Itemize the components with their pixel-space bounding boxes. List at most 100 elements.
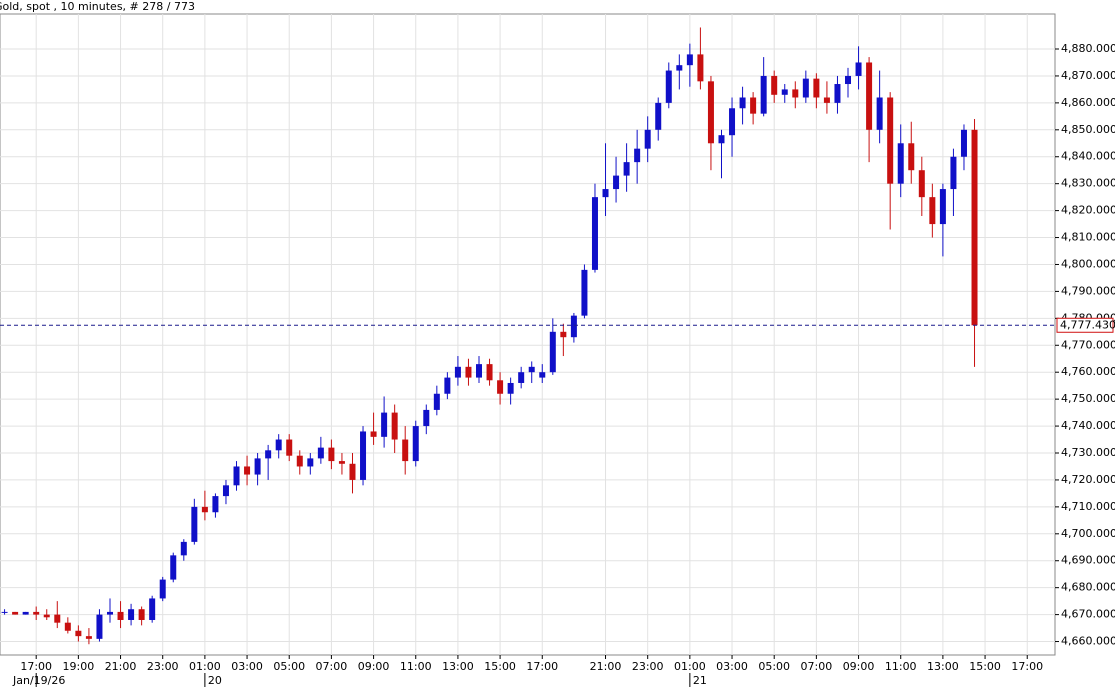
y-tick-label: 4,820.000 [1061,204,1115,217]
x-tick-label: 23:00 [632,660,664,673]
candle-body [412,426,419,462]
candle-body [402,439,409,462]
candle-body [507,382,514,394]
candle-body [265,450,272,459]
candle-body [180,541,187,556]
candle-body [950,156,957,190]
y-tick-label: 4,690.000 [1061,554,1115,567]
candle-body [918,170,925,198]
candle-body [834,84,841,103]
day-label: Jan/19/26 [12,674,65,687]
current-price-label: 4,777.430 [1060,318,1115,331]
x-tick-label: 03:00 [231,660,263,673]
candle-body [686,54,693,66]
y-tick-label: 4,660.000 [1061,635,1115,648]
candle-body [254,458,261,475]
x-tick-label: 07:00 [801,660,833,673]
candle-body [539,372,546,378]
candle-body [360,431,367,480]
candle-body [233,466,240,486]
y-tick-label: 4,710.000 [1061,500,1115,513]
candle-body [971,129,978,326]
candle-body [286,439,293,456]
candle-body [707,81,714,144]
candle-body [718,135,725,144]
candle-body [454,366,461,378]
candle-body [381,412,388,437]
candle-body [201,506,208,513]
y-tick-label: 4,800.000 [1061,257,1115,270]
candle-body [170,555,177,580]
candle-body [12,611,19,615]
candle-body [191,506,198,542]
candle-body [602,189,609,198]
candle-body [813,78,820,98]
candle-body [750,97,757,114]
candle-body [760,75,767,114]
candle-body [908,143,915,171]
x-tick-label: 17:00 [1011,660,1043,673]
y-tick-label: 4,870.000 [1061,69,1115,82]
chart-title: Gold, spot , 10 minutes, # 278 / 773 [0,0,195,13]
candle-body [159,579,166,599]
candle-body [570,315,577,338]
candle-body [497,380,504,394]
candle-body [307,458,314,467]
current-price-box [1056,317,1114,333]
x-tick-label: 17:00 [20,660,52,673]
candle-body [275,439,282,451]
x-tick-label: 09:00 [358,660,390,673]
candle-body [876,97,883,130]
candle-body [845,75,852,85]
x-tick-label: 05:00 [758,660,790,673]
candle-body [866,62,873,130]
y-tick-label: 4,670.000 [1061,608,1115,621]
candle-body [212,496,219,513]
x-tick-label: 17:00 [526,660,558,673]
candle-body [802,78,809,98]
candle-body [54,614,61,623]
day-label: 20 [208,674,222,687]
candle-body [549,331,556,373]
candle-body [338,461,345,464]
y-tick-label: 4,850.000 [1061,123,1115,136]
candle-body [697,54,704,82]
candle-body [317,447,324,459]
candle-body [929,197,936,225]
candle-body [33,611,40,615]
candle-body [939,189,946,225]
candle-body [476,364,483,378]
x-tick-label: 01:00 [674,660,706,673]
day-label: 21 [693,674,707,687]
candle-body [75,630,82,637]
y-tick-label: 4,700.000 [1061,527,1115,540]
candle-body [771,75,778,95]
candle-body [349,463,356,480]
x-tick-label: 01:00 [189,660,221,673]
candle-body [391,412,398,440]
candle-body [444,377,451,394]
y-tick-label: 4,760.000 [1061,365,1115,378]
x-tick-label: 07:00 [316,660,348,673]
candle-body [328,447,335,462]
candle-body [581,269,588,316]
x-tick-label: 23:00 [147,660,179,673]
candle-body [1,611,8,613]
x-tick-label: 11:00 [400,660,432,673]
plot-area [0,13,1056,656]
x-tick-label: 21:00 [105,660,137,673]
candle-body [149,598,156,620]
candle-body [613,175,620,190]
candle-body [370,431,377,437]
candle-body [138,609,145,620]
y-tick-label: 4,680.000 [1061,581,1115,594]
candle-body [655,102,662,130]
y-tick-label: 4,770.000 [1061,338,1115,351]
candle-body [433,393,440,410]
candle-body [855,62,862,76]
candle-body [644,129,651,149]
candle-body [85,636,92,639]
candle-body [591,197,598,270]
